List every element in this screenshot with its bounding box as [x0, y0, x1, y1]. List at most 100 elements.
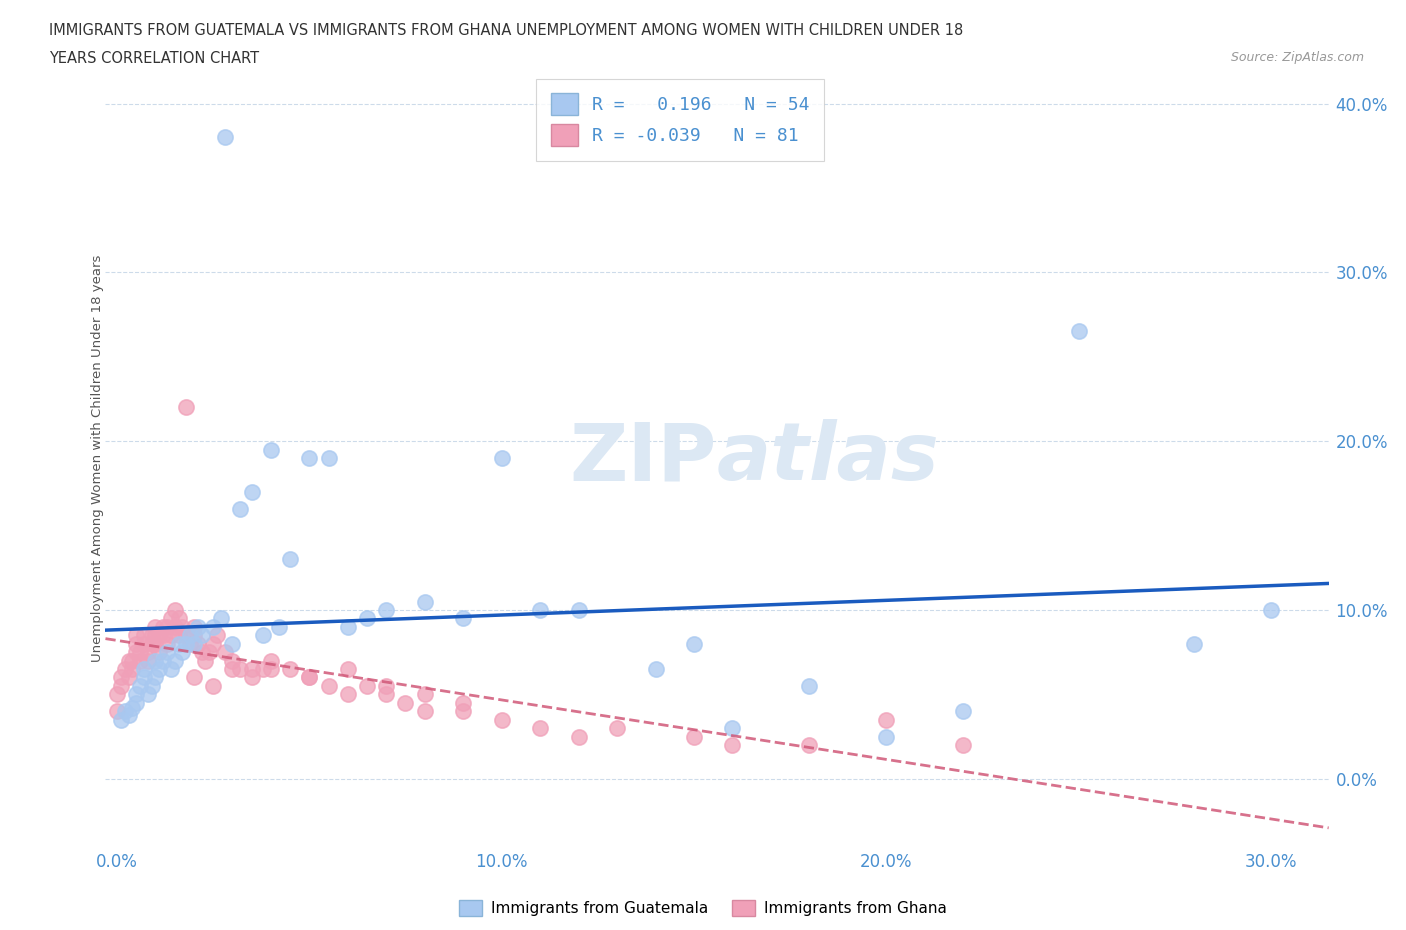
Point [129, 644, 152, 659]
Point [125, 696, 148, 711]
Point [125, 644, 148, 659]
Point [240, 485, 263, 499]
Point [121, 700, 143, 715]
Point [160, 611, 183, 626]
Point [110, 670, 132, 684]
Point [167, 628, 190, 643]
Point [952, 704, 974, 719]
Point [240, 661, 263, 676]
Point [174, 636, 197, 651]
Point [187, 619, 209, 634]
Point [375, 603, 398, 618]
Point [209, 611, 232, 626]
Point [491, 712, 513, 727]
Point [190, 644, 212, 659]
Point [221, 653, 243, 668]
Point [125, 628, 148, 643]
Point [187, 636, 209, 651]
Point [221, 636, 243, 651]
Point [145, 636, 167, 651]
Point [183, 670, 205, 684]
Point [375, 687, 398, 702]
Point [229, 661, 252, 676]
Point [156, 636, 179, 651]
Point [875, 712, 897, 727]
Point [114, 704, 136, 719]
Text: ZIP: ZIP [569, 419, 717, 497]
Point [298, 670, 321, 684]
Point [252, 661, 274, 676]
Point [799, 737, 821, 752]
Text: YEARS CORRELATION CHART: YEARS CORRELATION CHART [49, 51, 259, 66]
Point [240, 670, 263, 684]
Point [214, 130, 236, 145]
Point [141, 636, 163, 651]
Point [105, 704, 128, 719]
Point [145, 653, 167, 668]
Point [336, 619, 359, 634]
Point [121, 661, 143, 676]
Text: IMMIGRANTS FROM GUATEMALA VS IMMIGRANTS FROM GHANA UNEMPLOYMENT AMONG WOMEN WITH: IMMIGRANTS FROM GUATEMALA VS IMMIGRANTS … [49, 23, 963, 38]
Point [174, 628, 197, 643]
Point [156, 619, 179, 634]
Point [260, 442, 283, 457]
Point [278, 661, 301, 676]
Point [121, 653, 143, 668]
Point [114, 661, 136, 676]
Point [336, 687, 359, 702]
Point [125, 636, 148, 651]
Point [413, 687, 436, 702]
Point [529, 721, 551, 736]
Point [145, 670, 167, 684]
Point [568, 603, 591, 618]
Point [148, 644, 170, 659]
Point [132, 661, 155, 676]
Point [129, 679, 152, 694]
Point [136, 644, 159, 659]
Point [952, 737, 974, 752]
Point [375, 679, 398, 694]
Point [721, 721, 744, 736]
Point [356, 611, 378, 626]
Point [606, 721, 628, 736]
Point [183, 619, 205, 634]
Point [644, 661, 666, 676]
Point [129, 653, 152, 668]
Legend: Immigrants from Guatemala, Immigrants from Ghana: Immigrants from Guatemala, Immigrants fr… [453, 894, 953, 923]
Point [721, 737, 744, 752]
Point [336, 661, 359, 676]
Point [202, 679, 225, 694]
Point [875, 729, 897, 744]
Point [179, 628, 201, 643]
Point [683, 636, 706, 651]
Point [163, 603, 186, 618]
Point [152, 619, 174, 634]
Point [148, 628, 170, 643]
Point [160, 661, 183, 676]
Point [1182, 636, 1205, 651]
Point [298, 451, 321, 466]
Point [229, 501, 252, 516]
Point [202, 636, 225, 651]
Point [451, 696, 474, 711]
Point [183, 628, 205, 643]
Point [105, 687, 128, 702]
Point [205, 628, 228, 643]
Point [451, 704, 474, 719]
Point [1260, 603, 1282, 618]
Point [267, 619, 290, 634]
Point [145, 619, 167, 634]
Point [413, 704, 436, 719]
Point [167, 611, 190, 626]
Point [318, 679, 340, 694]
Point [529, 603, 551, 618]
Point [152, 653, 174, 668]
Point [141, 679, 163, 694]
Point [141, 628, 163, 643]
Point [394, 696, 416, 711]
Point [252, 628, 274, 643]
Point [148, 661, 170, 676]
Point [136, 653, 159, 668]
Point [163, 619, 186, 634]
Point [198, 644, 221, 659]
